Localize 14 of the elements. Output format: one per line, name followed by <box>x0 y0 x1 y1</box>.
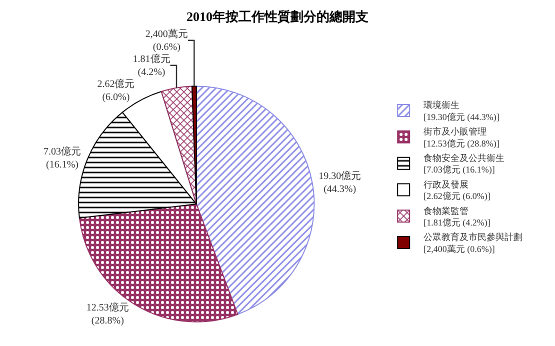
data-label: 12.53億元 (28.8%) <box>86 301 129 326</box>
legend-label: 行政及發展 [2.62億元 (6.0%)] <box>424 179 490 202</box>
data-label: 2.62億元 (6.0%) <box>97 78 135 103</box>
data-label: 19.30億元 (44.3%) <box>318 170 362 196</box>
data-label: 7.03億元 (16.1%) <box>44 145 82 170</box>
data-label: 1.81億元 (4.2%) <box>132 52 170 78</box>
legend-label: 公眾教育及市民參與計劃 [2,400萬元 (0.6%)] <box>424 232 523 254</box>
legend-label: 食物業監管 [1.81億元 (4.2%)] <box>424 206 490 228</box>
chart-title: 2010年按工作性質劃分的總開支 <box>186 9 368 24</box>
legend-label: 食物安全及公共衞生 [7.03億元 (16.1%)] <box>424 152 505 175</box>
pie-slice <box>196 86 315 315</box>
data-label: 2,400萬元 (0.6%) <box>145 28 188 53</box>
legend-label: 街市及小販管理 [12.53億元 (28.8%)] <box>424 126 500 148</box>
legend-label: 環境衞生 [19.30億元 (44.3%)] <box>424 100 500 122</box>
